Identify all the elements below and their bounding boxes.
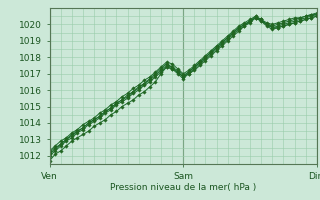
X-axis label: Pression niveau de la mer( hPa ): Pression niveau de la mer( hPa ) (110, 183, 256, 192)
